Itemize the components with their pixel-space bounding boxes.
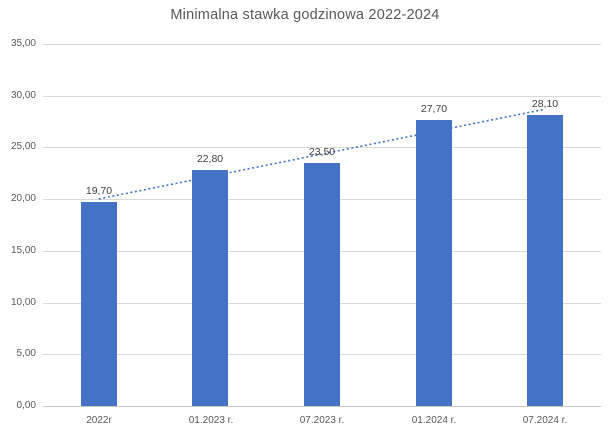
x-axis-tick-label: 07.2024 r. — [522, 415, 568, 426]
bar-value-label: 23,50 — [308, 146, 336, 158]
y-axis-tick-label: 5,00 — [16, 348, 36, 359]
bar-value-label: 27,70 — [420, 103, 448, 115]
bar — [192, 170, 228, 406]
x-axis-tick-label: 07.2023 r. — [299, 415, 345, 426]
bar-value-label: 28,10 — [531, 98, 559, 110]
x-axis-line — [43, 406, 601, 407]
y-axis-tick-label: 0,00 — [16, 400, 36, 411]
chart-title: Minimalna stawka godzinowa 2022-2024 — [170, 7, 440, 23]
y-axis-tick-label: 10,00 — [10, 297, 36, 308]
x-axis-tick-label: 2022r — [86, 415, 112, 426]
y-axis-tick-label: 15,00 — [10, 245, 36, 256]
bar — [416, 120, 452, 406]
bar — [527, 115, 563, 406]
bar — [304, 163, 340, 406]
bar-value-label: 22,80 — [196, 153, 224, 165]
bar-value-label: 19,70 — [85, 185, 113, 197]
y-axis-tick-label: 35,00 — [10, 38, 36, 49]
y-axis-tick-label: 25,00 — [10, 141, 36, 152]
y-axis-tick-label: 20,00 — [10, 193, 36, 204]
x-axis-tick-label: 01.2024 r. — [411, 415, 457, 426]
x-axis-tick-label: 01.2023 r. — [188, 415, 234, 426]
y-axis-tick-label: 30,00 — [10, 90, 36, 101]
gridline — [43, 147, 601, 148]
gridline — [43, 44, 601, 45]
bar — [81, 202, 117, 406]
gridline — [43, 96, 601, 97]
